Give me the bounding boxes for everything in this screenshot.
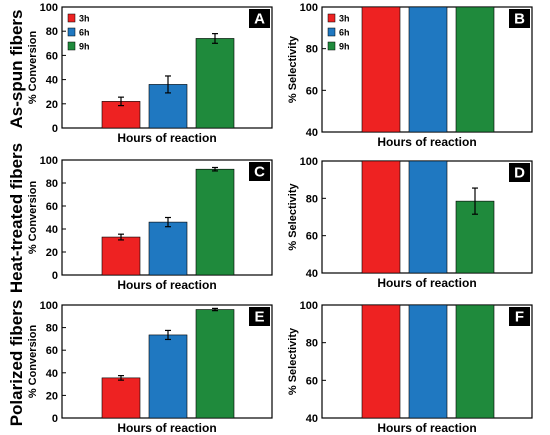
x-axis-label: Hours of reaction bbox=[377, 421, 476, 435]
bar-3h bbox=[101, 236, 141, 276]
y-tick-label: 80 bbox=[306, 44, 318, 56]
legend-label-9h: 9h bbox=[79, 42, 90, 52]
y-axis-label: % Conversion bbox=[27, 325, 39, 399]
row-label-heat-treated: Heat-treated fibers bbox=[7, 143, 26, 293]
legend-swatch-9h bbox=[67, 41, 76, 51]
panel-f: 40 60 80 100 Hours of reaction % Selectivity F bbox=[287, 300, 533, 435]
y-tick-label: 20 bbox=[46, 247, 58, 259]
legend-swatch-3h bbox=[67, 13, 76, 23]
row-label-polarized: Polarized fibers bbox=[7, 300, 26, 427]
legend-swatch-6h bbox=[67, 27, 76, 37]
bar-9h bbox=[455, 6, 495, 133]
y-tick-label: 100 bbox=[300, 156, 318, 168]
x-axis-label: Hours of reaction bbox=[117, 278, 216, 292]
y-tick-label: 40 bbox=[46, 368, 58, 380]
panel-letter-badge bbox=[509, 307, 530, 326]
y-tick-label: 100 bbox=[40, 300, 58, 312]
y-axis-label: % Conversion bbox=[27, 31, 39, 105]
legend-swatch-3h bbox=[327, 13, 336, 23]
legend-label-3h: 3h bbox=[79, 14, 90, 24]
bar-9h bbox=[455, 304, 495, 419]
y-tick-label: 40 bbox=[306, 127, 318, 139]
panel-letter: D bbox=[514, 165, 525, 182]
panel-letter: A bbox=[254, 11, 265, 28]
y-tick-label: 0 bbox=[52, 123, 58, 135]
y-tick-label: 20 bbox=[46, 390, 58, 402]
panel-b: 40 60 80 100 Hours of reaction % Selectivity B… bbox=[287, 2, 533, 149]
x-axis-label: Hours of reaction bbox=[377, 276, 476, 290]
legend-label-9h: 9h bbox=[339, 42, 350, 52]
y-tick-label: 60 bbox=[306, 85, 318, 97]
panel-letter: B bbox=[514, 11, 525, 28]
panel-letter-badge bbox=[509, 9, 530, 28]
y-tick-label: 80 bbox=[46, 323, 58, 335]
y-tick-label: 100 bbox=[40, 155, 58, 167]
y-axis-label: % Selectivity bbox=[287, 327, 299, 395]
panel-letter-badge bbox=[509, 163, 530, 182]
panel-a: 0 20 40 60 80 100 Hours of reaction % Conversio… bbox=[27, 2, 273, 145]
panel-letter-badge bbox=[249, 9, 270, 28]
bar-6h bbox=[408, 6, 448, 133]
y-axis-label: % Selectivity bbox=[287, 35, 299, 103]
bar-9h bbox=[195, 38, 235, 129]
legend-swatch-9h bbox=[327, 41, 336, 51]
legend-label-3h: 3h bbox=[339, 14, 350, 24]
row-label-as-spun: As-spun fibers bbox=[7, 9, 26, 128]
bar-6h bbox=[408, 160, 448, 274]
bar-9h bbox=[195, 168, 235, 276]
y-axis-label: % Selectivity bbox=[287, 182, 299, 250]
y-tick-label: 80 bbox=[46, 26, 58, 38]
panel-letter-badge bbox=[249, 307, 270, 326]
x-axis-label: Hours of reaction bbox=[117, 421, 216, 435]
y-tick-label: 60 bbox=[46, 201, 58, 213]
y-tick-label: 80 bbox=[46, 178, 58, 190]
bar-6h bbox=[148, 334, 188, 419]
panel-d: 40 60 80 100 Hours of reaction % Selectivity D bbox=[287, 156, 533, 290]
x-axis-label: Hours of reaction bbox=[117, 131, 216, 145]
y-tick-label: 100 bbox=[40, 2, 58, 14]
y-tick-label: 60 bbox=[306, 231, 318, 243]
y-tick-label: 40 bbox=[306, 413, 318, 425]
bar-6h bbox=[408, 304, 448, 419]
y-tick-label: 100 bbox=[300, 300, 318, 312]
y-tick-label: 40 bbox=[306, 268, 318, 280]
y-tick-label: 60 bbox=[306, 375, 318, 387]
y-axis-label: % Conversion bbox=[27, 181, 39, 255]
y-tick-label: 40 bbox=[46, 75, 58, 87]
y-tick-label: 40 bbox=[46, 224, 58, 236]
y-tick-label: 80 bbox=[306, 193, 318, 205]
bar-6h bbox=[148, 221, 188, 276]
bar-3h bbox=[101, 377, 141, 419]
bar-9h bbox=[195, 309, 235, 419]
y-tick-label: 100 bbox=[300, 2, 318, 14]
panel-letter-badge bbox=[249, 162, 270, 181]
y-tick-label: 20 bbox=[46, 99, 58, 111]
panel-e: 0 20 40 60 80 100 Hours of reaction % Conversio… bbox=[27, 300, 273, 435]
x-axis-label: Hours of reaction bbox=[377, 135, 476, 149]
legend-label-6h: 6h bbox=[339, 28, 350, 38]
panel-letter: F bbox=[515, 309, 524, 326]
y-tick-label: 0 bbox=[52, 270, 58, 282]
bar-3h bbox=[361, 6, 401, 133]
legend-label-6h: 6h bbox=[79, 28, 90, 38]
panel-letter: E bbox=[254, 309, 264, 326]
y-tick-label: 80 bbox=[306, 338, 318, 350]
panel-letter: C bbox=[254, 164, 265, 181]
bar-3h bbox=[361, 160, 401, 274]
y-tick-label: 60 bbox=[46, 50, 58, 62]
legend-swatch-6h bbox=[327, 27, 336, 37]
bar-3h bbox=[361, 304, 401, 419]
y-tick-label: 60 bbox=[46, 345, 58, 357]
y-tick-label: 0 bbox=[52, 413, 58, 425]
panel-c: 0 20 40 60 80 100 Hours of reaction % Conversio… bbox=[27, 155, 273, 292]
